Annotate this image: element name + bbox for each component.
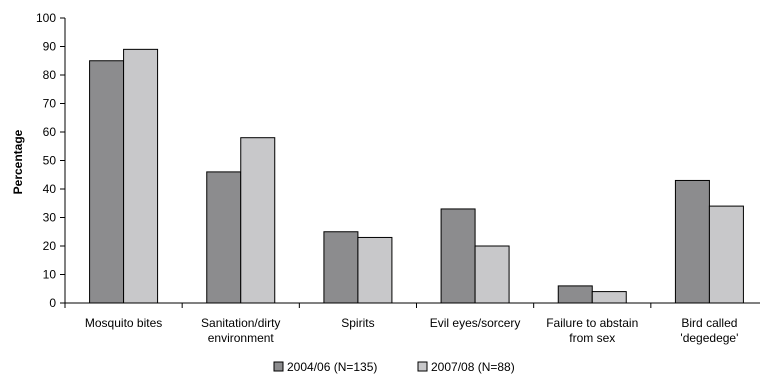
bar-series1 [89, 60, 125, 304]
y-tick-label: 10 [43, 268, 57, 282]
category-label: Sanitation/dirty environment [201, 316, 280, 345]
bar-series2 [123, 48, 159, 304]
bar-series1 [206, 171, 242, 304]
legend-label: 2004/06 (N=135) [287, 360, 377, 374]
legend-swatch [273, 361, 284, 372]
y-ticks: 0 10 20 30 40 50 60 70 80 90 100 [36, 11, 65, 310]
y-tick-label: 100 [36, 11, 56, 25]
bar-series1 [440, 208, 476, 304]
legend-item: 2007/08 (N=88) [417, 360, 515, 374]
y-tick-label: 70 [43, 97, 57, 111]
bar-series2 [357, 236, 393, 304]
bar-series1 [323, 231, 359, 304]
y-axis-label: Percentage [11, 129, 25, 194]
category-label: Mosquito bites [85, 316, 162, 330]
bar-series1 [557, 285, 593, 304]
bar-series2 [474, 245, 510, 304]
category-label: Spirits [341, 316, 374, 330]
legend-item: 2004/06 (N=135) [273, 360, 377, 374]
category-labels: Mosquito bites Sanitation/dirty environmen… [85, 316, 739, 345]
y-tick-label: 60 [43, 125, 57, 139]
category-label: Bird called'degedege' [680, 316, 738, 345]
legend-label: 2007/08 (N=88) [431, 360, 515, 374]
y-tick-label: 80 [43, 68, 57, 82]
category-label: Evil eyes/sorcery [430, 316, 521, 330]
y-tick-label: 90 [43, 40, 57, 54]
y-tick-label: 30 [43, 211, 57, 225]
bars [89, 48, 744, 304]
bar-series2 [591, 291, 627, 304]
y-tick-label: 0 [49, 296, 56, 310]
bar-series1 [674, 179, 710, 304]
y-tick-label: 20 [43, 239, 57, 253]
bar-series2 [240, 137, 276, 304]
legend-swatch [417, 361, 428, 372]
y-tick-label: 50 [43, 154, 57, 168]
category-label: Failure to abstain from sex [546, 316, 638, 345]
y-tick-label: 40 [43, 182, 57, 196]
axes [64, 18, 760, 308]
bar-series2 [708, 205, 744, 304]
legend: 2004/06 (N=135) 2007/08 (N=88) [273, 360, 515, 374]
